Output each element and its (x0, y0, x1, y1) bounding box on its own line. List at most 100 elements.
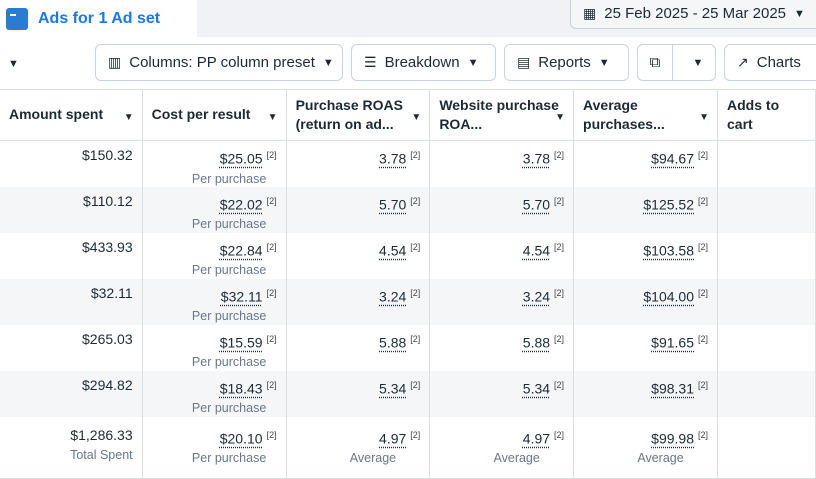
table-cell: $98.31 [2] (573, 370, 719, 417)
metric-value[interactable]: 5.88 (379, 334, 407, 351)
metric-sub-label: Total Spent (70, 447, 133, 462)
chart-icon: ↗ (737, 54, 749, 70)
metric-value[interactable]: $22.02 (219, 196, 263, 213)
metric-value: $32.11 (90, 284, 133, 301)
table-cell: $20.10 [2] Per purchase (142, 416, 287, 479)
footnote-marker: [2] (266, 241, 277, 252)
table-row[interactable]: $265.03 $15.59 [2] Per purchase 5.88 [2] 5.88[… (0, 324, 816, 371)
footnote-marker: [2] (698, 287, 709, 298)
metric-value[interactable]: $91.65 (651, 334, 694, 351)
metric-sub-label: Per purchase (191, 355, 267, 370)
metric-value[interactable]: $104.00 (643, 288, 694, 305)
export-button-group: ⧉ ▼ (637, 44, 716, 81)
metric-sub-label: Per purchase (191, 401, 267, 416)
metric-sub-label: Per purchase (191, 217, 267, 232)
ads-table: Amount spent ▼ Cost per result ▼ Purchase RO… (0, 89, 816, 479)
metric-value[interactable]: 4.54 (379, 242, 407, 259)
table-cell: 4.97 [2] Average (286, 416, 431, 479)
metric-sub-label: Per purchase (191, 451, 267, 466)
table-row[interactable]: $32.11 $32.11 [2] Per purchase 3.24 [2] 3.24 [2… (0, 278, 816, 325)
column-header[interactable]: Adds to cart (717, 89, 816, 141)
column-header[interactable]: Cost per result ▼ (142, 89, 287, 141)
footnote-marker: [2] (554, 150, 565, 160)
column-header-label: Adds to cart (727, 97, 780, 132)
sort-caret-icon[interactable]: ▼ (411, 112, 422, 123)
metric-value[interactable]: 4.54 (522, 242, 551, 259)
charts-button[interactable]: ↗ Charts (724, 44, 816, 81)
table-cell: $22.84 [2] Per purchase (142, 232, 287, 279)
columns-icon: ▥ (108, 54, 122, 70)
metric-value[interactable]: 5.70 (522, 196, 551, 213)
metric-value[interactable]: 5.70 (379, 196, 407, 213)
date-range-label: 25 Feb 2025 - 25 Mar 2025 (604, 5, 787, 22)
tab-title: Ads for 1 Ad set (38, 9, 161, 27)
metric-value[interactable]: 5.88 (522, 334, 551, 351)
export-icon[interactable]: ⧉ (638, 45, 673, 80)
table-row[interactable]: $110.12 $22.02 [2] Per purchase 5.70 [2] 5.70[… (0, 186, 816, 233)
table-cell: 5.34 [2] (286, 370, 431, 417)
table-row[interactable]: $150.32 $25.05 [2] Per purchase 3.78 [2] 3.78[… (0, 140, 816, 187)
charts-label: Charts (756, 54, 801, 71)
metric-value[interactable]: $99.98 (651, 430, 694, 447)
metric-sub-label: Average (349, 451, 397, 466)
table-cell: 3.24 [2] (429, 278, 575, 325)
footnote-marker: [2] (410, 379, 421, 390)
sort-caret-icon[interactable]: ▼ (267, 112, 278, 123)
footnote-marker: [2] (410, 150, 421, 160)
sort-caret-icon[interactable]: ▼ (699, 112, 710, 123)
metric-value[interactable]: 3.24 (522, 288, 551, 305)
ads-tab[interactable]: Ads for 1 Ad set (0, 0, 197, 37)
table-cell: 5.34 [2] (429, 370, 575, 417)
column-header[interactable]: Amount spent ▼ (0, 89, 143, 141)
metric-value[interactable]: 5.34 (379, 380, 407, 397)
chevron-down-icon: ▼ (794, 7, 805, 20)
column-header[interactable]: Average purchases... ▼ (573, 89, 719, 141)
metric-value[interactable]: $98.31 (651, 380, 694, 397)
metric-value[interactable]: 3.24 (379, 288, 407, 305)
metric-sub-label: Average (493, 451, 540, 466)
sort-caret-icon[interactable]: ▼ (555, 112, 566, 123)
metric-value[interactable]: $32.11 (220, 288, 263, 305)
sort-caret-icon[interactable]: ▼ (123, 112, 134, 123)
metric-value[interactable]: $125.52 (643, 196, 694, 213)
metric-sub-label: Per purchase (191, 171, 267, 186)
footnote-marker: [2] (266, 333, 277, 344)
metric-value[interactable]: $103.58 (643, 242, 694, 259)
table-cell (717, 140, 816, 187)
date-range-picker[interactable]: ▦ 25 Feb 2025 - 25 Mar 2025 ▼ (570, 0, 816, 29)
metric-value[interactable]: $15.59 (219, 334, 263, 351)
table-cell: $32.11 [2] Per purchase (142, 278, 287, 325)
chevron-down-icon: ▼ (467, 56, 479, 69)
footnote-marker: [2] (266, 429, 277, 440)
metric-value[interactable]: $22.84 (219, 242, 263, 259)
table-cell: $265.03 (0, 324, 143, 371)
table-cell (717, 232, 816, 279)
chevron-down-icon[interactable]: ▼ (692, 56, 704, 69)
metric-value[interactable]: 3.78 (379, 150, 407, 167)
metric-value[interactable]: $18.43 (219, 380, 263, 397)
metric-value[interactable]: 4.97 (522, 430, 551, 447)
metric-value[interactable]: $25.05 (219, 150, 263, 167)
metric-value[interactable]: $20.10 (219, 430, 263, 447)
table-row[interactable]: $294.82 $18.43 [2] Per purchase 5.34 [2] 5.34[… (0, 370, 816, 417)
metric-value[interactable]: 3.78 (522, 150, 551, 167)
footnote-marker: [2] (554, 379, 565, 390)
column-header[interactable]: Purchase ROAS (return on ad... ▼ (286, 89, 431, 141)
footnote-marker: [2] (698, 195, 709, 206)
footnote-marker: [2] (266, 287, 277, 298)
table-cell: 4.54 [2] (286, 232, 431, 279)
footnote-marker: [2] (266, 150, 277, 160)
calendar-icon: ▦ (583, 5, 597, 21)
metric-value[interactable]: 4.97 (379, 430, 407, 447)
reports-button[interactable]: ▤ Reports ▼ (504, 44, 629, 81)
metric-value: $433.93 (82, 238, 133, 255)
breakdown-button[interactable]: ☰ Breakdown ▼ (351, 44, 496, 81)
metric-value[interactable]: 5.34 (522, 380, 551, 397)
columns-button[interactable]: ▥ Columns: PP column preset ▼ (95, 44, 343, 81)
table-row[interactable]: $433.93 $22.84 [2] Per purchase 4.54 [2] 4.54[… (0, 232, 816, 279)
table-cell: 5.70 [2] (286, 186, 431, 233)
chevron-down-icon[interactable]: ▼ (8, 58, 19, 70)
footnote-marker: [2] (698, 241, 709, 252)
metric-value[interactable]: $94.67 (651, 150, 694, 167)
column-header[interactable]: Website purchase ROA... ▼ (429, 89, 575, 141)
